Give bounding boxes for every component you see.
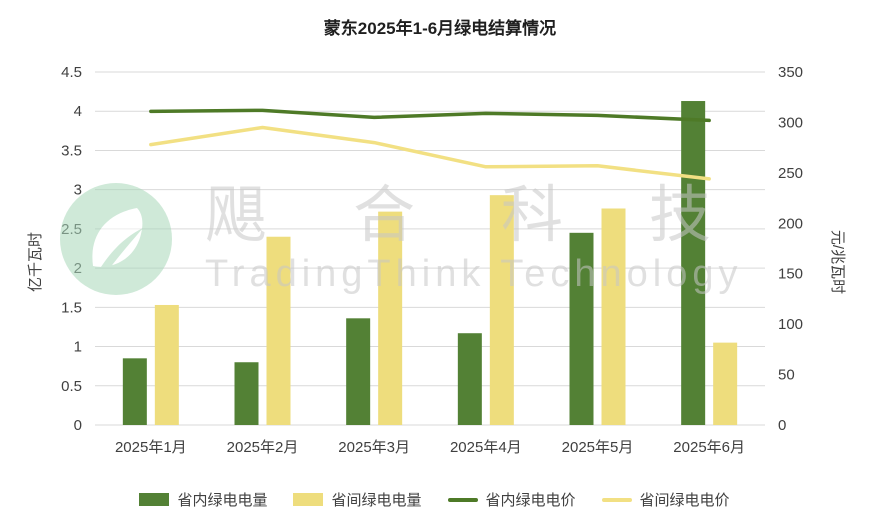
bar <box>122 358 147 425</box>
bar <box>601 208 626 425</box>
bar <box>378 211 403 425</box>
svg-text:350: 350 <box>778 64 803 81</box>
bar <box>489 195 514 425</box>
svg-text:2025年1月: 2025年1月 <box>115 439 187 456</box>
legend-swatch-bar-yellow <box>293 493 324 506</box>
right-axis-title: 元/兆瓦时 <box>829 230 846 294</box>
bar <box>713 342 738 425</box>
bar <box>681 101 706 425</box>
svg-text:0: 0 <box>74 417 82 434</box>
gridlines <box>95 71 765 426</box>
line <box>149 125 711 181</box>
svg-text:200: 200 <box>778 215 803 232</box>
chart-legend: 省内绿电电量 省间绿电电量 省内绿电电价 省间绿电电价 <box>0 489 869 510</box>
axis-ticks: 0 0.5 1 1.5 2 2.5 3 3.5 4 4.5 0 50 100 150 200 250 300 35… <box>61 64 803 456</box>
svg-text:0.5: 0.5 <box>61 378 82 395</box>
svg-text:150: 150 <box>778 266 803 283</box>
svg-text:2: 2 <box>74 260 82 277</box>
bar <box>346 318 371 425</box>
bar <box>234 362 259 425</box>
svg-text:1: 1 <box>74 339 82 356</box>
svg-text:50: 50 <box>778 367 795 384</box>
svg-text:2025年4月: 2025年4月 <box>450 439 522 456</box>
legend-label: 省内绿电电量 <box>177 492 268 509</box>
bar-series-layer <box>122 101 738 425</box>
legend-label: 省内绿电电价 <box>485 492 576 509</box>
svg-text:2025年6月: 2025年6月 <box>673 439 745 456</box>
svg-text:300: 300 <box>778 114 803 131</box>
legend-label: 省间绿电电价 <box>639 492 730 509</box>
legend-swatch-bar-dark-green <box>139 493 170 506</box>
svg-text:250: 250 <box>778 165 803 182</box>
svg-text:100: 100 <box>778 316 803 333</box>
legend-item-interprovincial-price: 省间绿电电价 <box>601 489 730 510</box>
legend-label: 省间绿电电量 <box>331 492 422 509</box>
bar <box>154 304 179 425</box>
legend-swatch-line-dark-green <box>447 497 478 502</box>
line <box>149 108 711 123</box>
legend-swatch-line-yellow <box>601 497 632 502</box>
svg-text:2025年3月: 2025年3月 <box>338 439 410 456</box>
chart-title: 蒙东2025年1-6月绿电结算情况 <box>324 18 556 38</box>
svg-text:2025年2月: 2025年2月 <box>227 439 299 456</box>
legend-item-provincial-price: 省内绿电电价 <box>447 489 576 510</box>
left-axis-title: 亿千瓦时 <box>27 232 44 292</box>
svg-text:3.5: 3.5 <box>61 142 82 159</box>
svg-text:2025年5月: 2025年5月 <box>562 439 634 456</box>
legend-item-provincial-volume: 省内绿电电量 <box>139 489 267 510</box>
svg-text:4: 4 <box>74 103 82 120</box>
svg-text:1.5: 1.5 <box>61 299 82 316</box>
svg-text:2.5: 2.5 <box>61 221 82 238</box>
svg-text:4.5: 4.5 <box>61 64 82 81</box>
line-series-layer <box>149 108 711 181</box>
svg-text:3: 3 <box>74 182 82 199</box>
legend-item-interprovincial-volume: 省间绿电电量 <box>293 489 422 510</box>
bar <box>266 236 291 425</box>
bar <box>457 333 482 425</box>
svg-text:0: 0 <box>778 417 786 434</box>
bar <box>569 232 594 425</box>
